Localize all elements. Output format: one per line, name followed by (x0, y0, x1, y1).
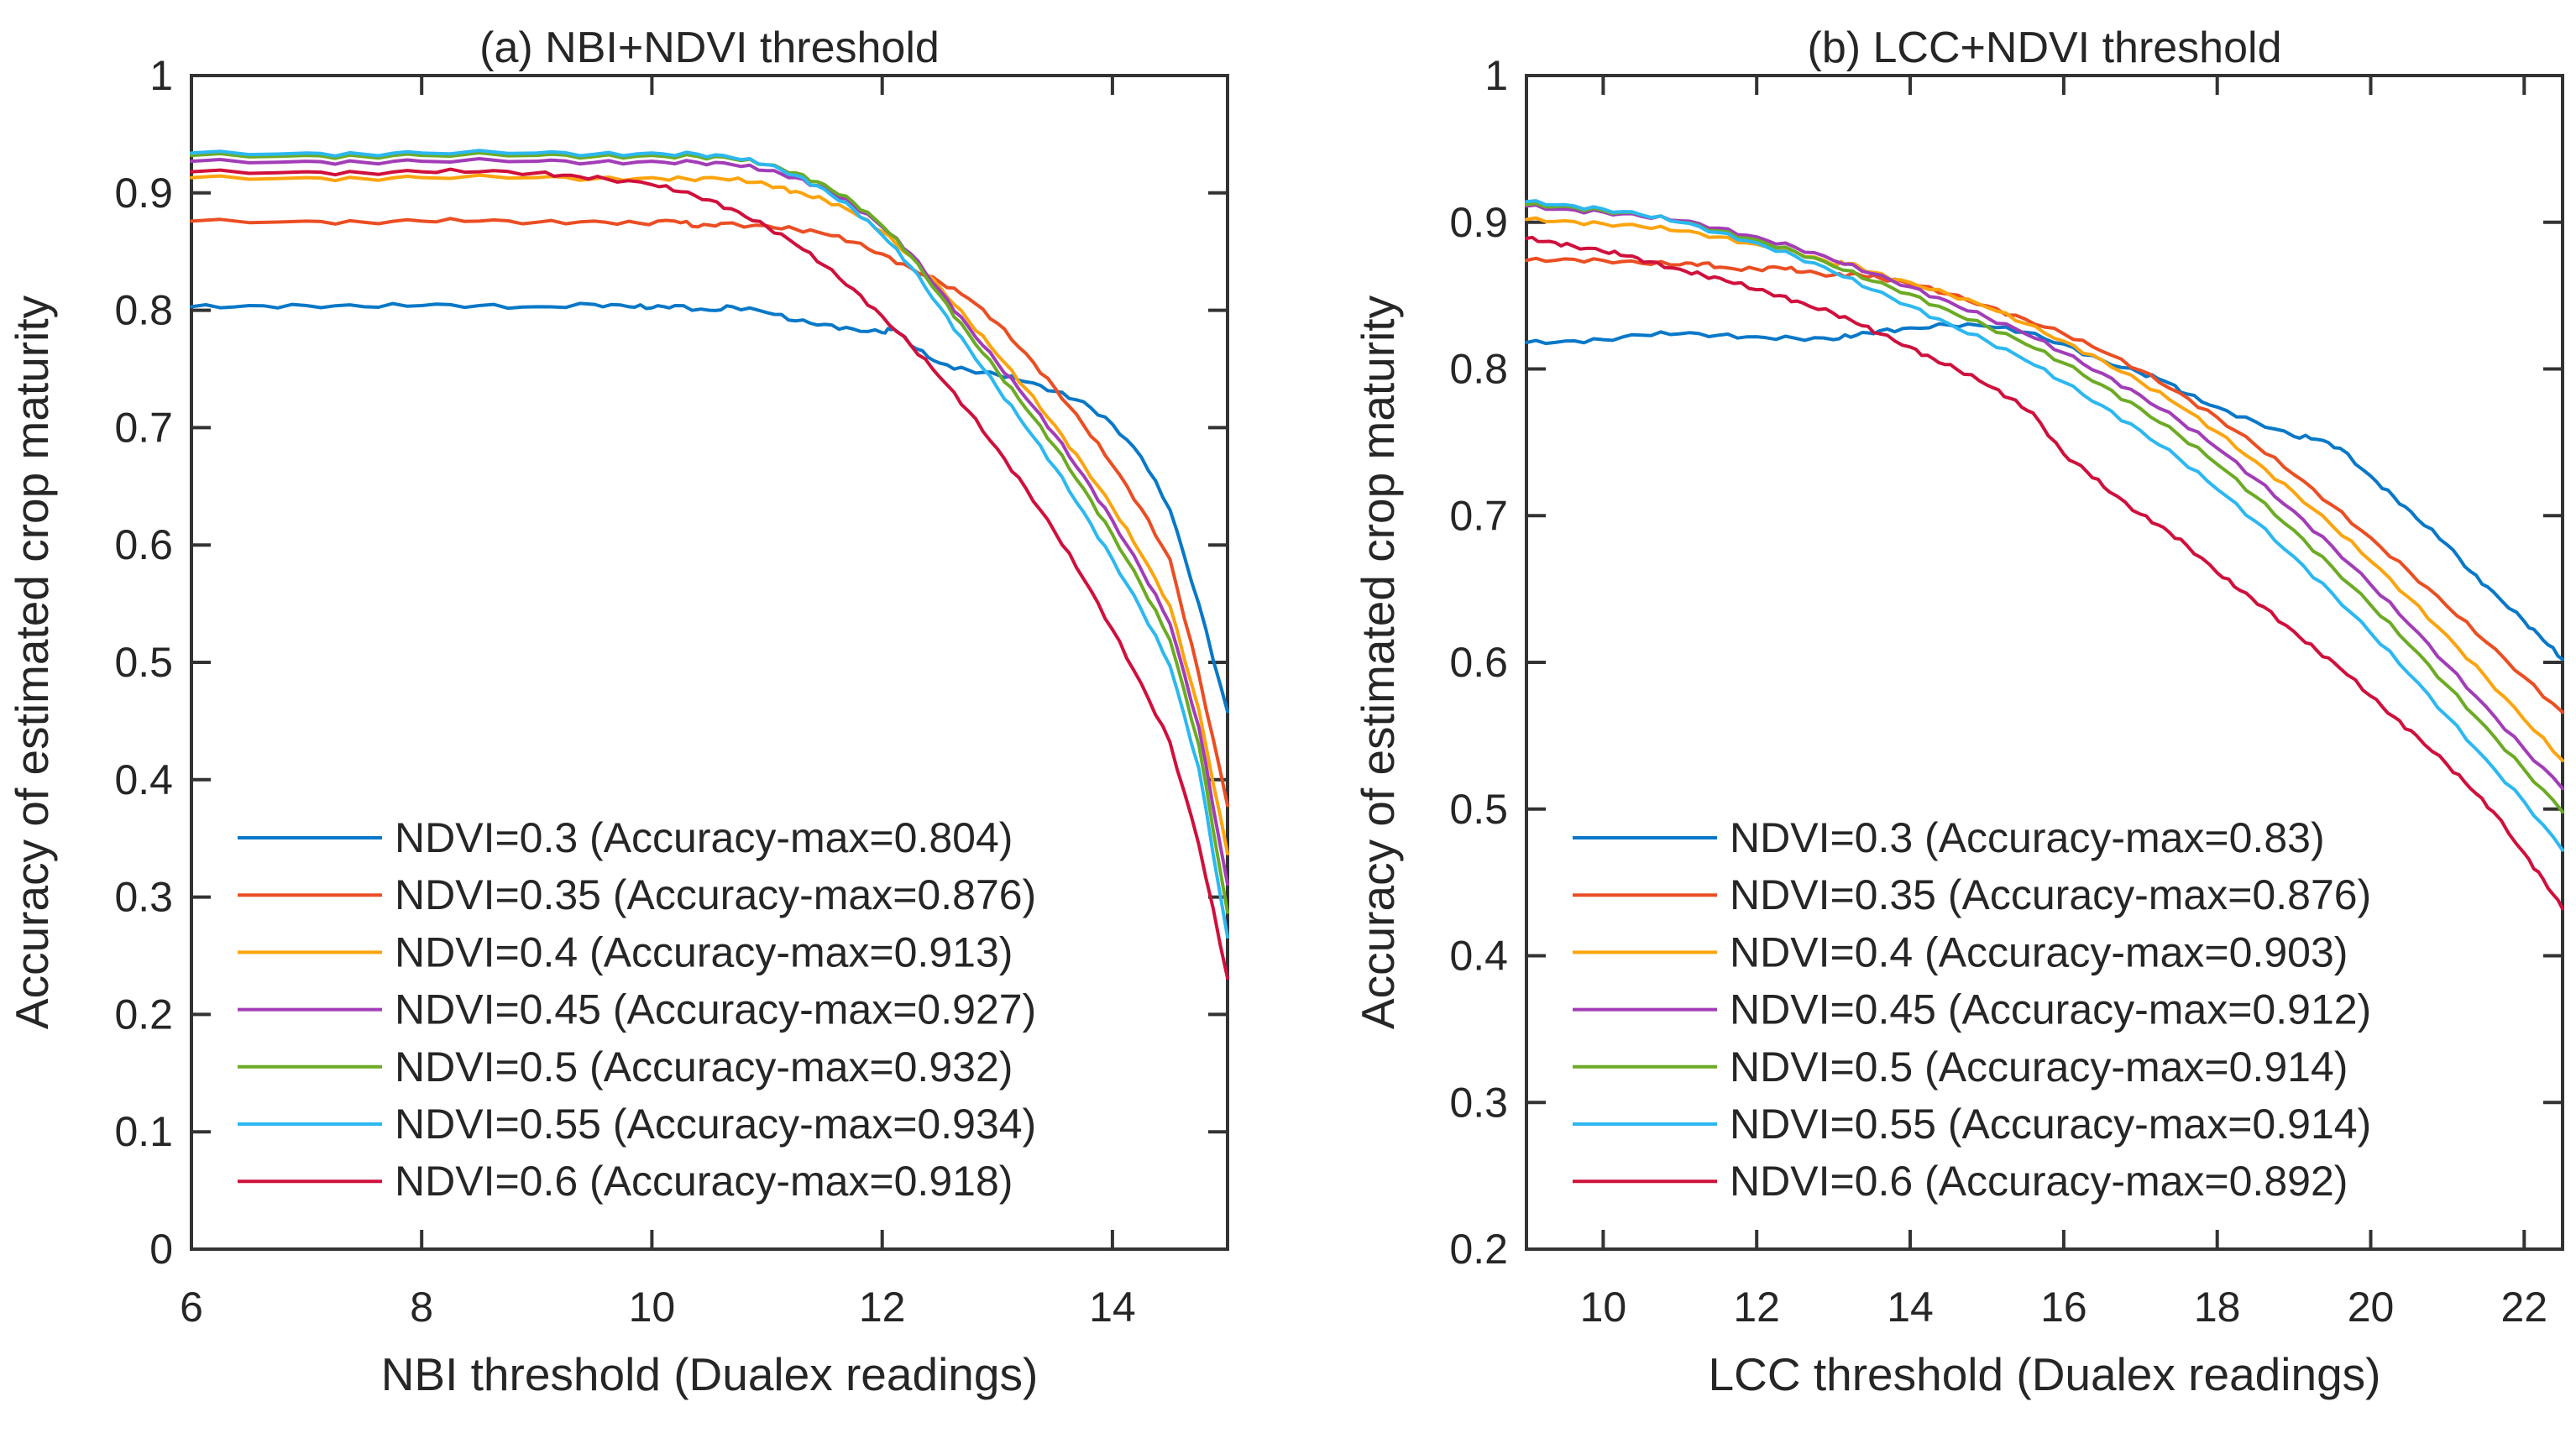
chart-title: (a) NBI+NDVI threshold (479, 24, 940, 72)
y-tick-label: 0.5 (114, 639, 173, 686)
series-line-ndvi-0-45 (190, 157, 1229, 886)
x-tick-label: 22 (2500, 1284, 2547, 1331)
legend-label: NDVI=0.4 (Accuracy-max=0.903) (1730, 928, 2348, 975)
y-axis-label: Accuracy of estimated crop maturity (1352, 295, 1404, 1029)
legend-item-ndvi-0-55: NDVI=0.55 (Accuracy-max=0.914) (1573, 1101, 2371, 1148)
y-tick-label: 0.7 (1449, 492, 1508, 539)
x-tick-label: 12 (859, 1284, 906, 1331)
legend: NDVI=0.3 (Accuracy-max=0.83) NDVI=0.35 (A… (1573, 814, 2371, 1205)
legend-label: NDVI=0.3 (Accuracy-max=0.804) (395, 814, 1013, 861)
y-tick-label: 0.6 (114, 521, 173, 568)
legend-label: NDVI=0.5 (Accuracy-max=0.932) (395, 1043, 1013, 1090)
series-line-ndvi-0-55 (1525, 199, 2564, 852)
y-tick-label: 0.4 (1449, 933, 1508, 980)
legend-item-ndvi-0-6: NDVI=0.6 (Accuracy-max=0.892) (1573, 1158, 2348, 1205)
x-tick-label: 16 (2040, 1284, 2087, 1331)
legend-label: NDVI=0.35 (Accuracy-max=0.876) (1730, 871, 2371, 918)
legend-item-ndvi-0-45: NDVI=0.45 (Accuracy-max=0.927) (238, 986, 1036, 1033)
legend-label: NDVI=0.35 (Accuracy-max=0.876) (395, 871, 1036, 918)
y-tick-label: 0.8 (1449, 346, 1508, 393)
legend-label: NDVI=0.45 (Accuracy-max=0.927) (395, 986, 1036, 1033)
y-tick-label: 0.3 (114, 874, 173, 921)
legend-label: NDVI=0.45 (Accuracy-max=0.912) (1730, 986, 2371, 1033)
legend-item-ndvi-0-6: NDVI=0.6 (Accuracy-max=0.918) (238, 1158, 1013, 1205)
x-tick-label: 10 (1580, 1284, 1627, 1331)
y-tick-label: 0.2 (114, 991, 173, 1038)
legend-label: NDVI=0.6 (Accuracy-max=0.892) (1730, 1158, 2348, 1205)
y-tick-label: 0.8 (114, 287, 173, 334)
x-tick-label: 12 (1733, 1284, 1780, 1331)
x-tick-label: 18 (2194, 1284, 2241, 1331)
series-line-ndvi-0-3 (190, 301, 1229, 714)
legend-label: NDVI=0.55 (Accuracy-max=0.914) (1730, 1101, 2371, 1148)
y-axis-label: Accuracy of estimated crop maturity (6, 295, 58, 1029)
y-tick-label: 0.3 (1449, 1079, 1508, 1126)
y-tick-label: 0.5 (1449, 786, 1508, 833)
legend-item-ndvi-0-5: NDVI=0.5 (Accuracy-max=0.914) (1573, 1043, 2348, 1090)
y-tick-label: 0.9 (1449, 199, 1508, 246)
y-tick-label: 0.4 (114, 756, 173, 803)
x-tick-label: 20 (2348, 1284, 2395, 1331)
legend-item-ndvi-0-35: NDVI=0.35 (Accuracy-max=0.876) (1573, 871, 2371, 918)
y-tick-label: 1 (1484, 52, 1508, 99)
legend-item-ndvi-0-45: NDVI=0.45 (Accuracy-max=0.912) (1573, 986, 2371, 1033)
x-axis-label: LCC threshold (Dualex readings) (1709, 1348, 2381, 1400)
legend-label: NDVI=0.5 (Accuracy-max=0.914) (1730, 1043, 2348, 1090)
x-axis-label: NBI threshold (Dualex readings) (381, 1348, 1039, 1400)
y-tick-label: 0.9 (114, 170, 173, 217)
series-line-ndvi-0-45 (1525, 203, 2564, 791)
series-line-ndvi-0-3 (1525, 322, 2564, 662)
series-line-ndvi-0-4 (1525, 216, 2564, 763)
legend-item-ndvi-0-4: NDVI=0.4 (Accuracy-max=0.903) (1573, 928, 2348, 975)
legend-label: NDVI=0.55 (Accuracy-max=0.934) (395, 1101, 1036, 1148)
legend: NDVI=0.3 (Accuracy-max=0.804) NDVI=0.35 (… (238, 814, 1036, 1205)
series-line-ndvi-0-35 (190, 217, 1229, 808)
legend-label: NDVI=0.3 (Accuracy-max=0.83) (1730, 814, 2325, 861)
y-tick-label: 0.1 (114, 1108, 173, 1155)
legend-item-ndvi-0-5: NDVI=0.5 (Accuracy-max=0.932) (238, 1043, 1013, 1090)
subplot-a-nbi-ndvi: 6 8 10 12 14 0 0.1 0.2 0.3 0.4 0.5 0.6 0.7 0.8 0.9 1 (a)… (6, 24, 1229, 1400)
legend-item-ndvi-0-55: NDVI=0.55 (Accuracy-max=0.934) (238, 1101, 1036, 1148)
chart-title: (b) LCC+NDVI threshold (1808, 24, 2282, 72)
x-tick-label: 14 (1887, 1284, 1934, 1331)
legend-label: NDVI=0.6 (Accuracy-max=0.918) (395, 1158, 1013, 1205)
legend-item-ndvi-0-4: NDVI=0.4 (Accuracy-max=0.913) (238, 928, 1013, 975)
y-tick-label: 1 (149, 52, 173, 99)
x-tick-label: 14 (1089, 1284, 1136, 1331)
legend-label: NDVI=0.4 (Accuracy-max=0.913) (395, 928, 1013, 975)
x-tick-label: 10 (629, 1284, 676, 1331)
x-tick-label: 8 (410, 1284, 433, 1331)
y-tick-label: 0 (149, 1226, 173, 1273)
legend-item-ndvi-0-3: NDVI=0.3 (Accuracy-max=0.83) (1573, 814, 2325, 861)
legend-item-ndvi-0-35: NDVI=0.35 (Accuracy-max=0.876) (238, 871, 1036, 918)
y-tick-label: 0.7 (114, 404, 173, 451)
series-line-ndvi-0-4 (190, 173, 1229, 855)
y-tick-label: 0.2 (1449, 1226, 1508, 1273)
x-tick-label: 6 (180, 1284, 203, 1331)
series-line-ndvi-0-5 (190, 151, 1229, 914)
series-line-ndvi-0-6 (190, 167, 1229, 981)
subplot-b-lcc-ndvi: 10 12 14 16 18 20 22 0.2 0.3 0.4 0.5 0.6 0.7 0.8 0.9 1 (… (1352, 24, 2564, 1400)
series-line-ndvi-0-6 (1525, 235, 2564, 911)
legend-item-ndvi-0-3: NDVI=0.3 (Accuracy-max=0.804) (238, 814, 1013, 861)
y-tick-label: 0.6 (1449, 639, 1508, 686)
series-line-ndvi-0-55 (190, 149, 1229, 939)
